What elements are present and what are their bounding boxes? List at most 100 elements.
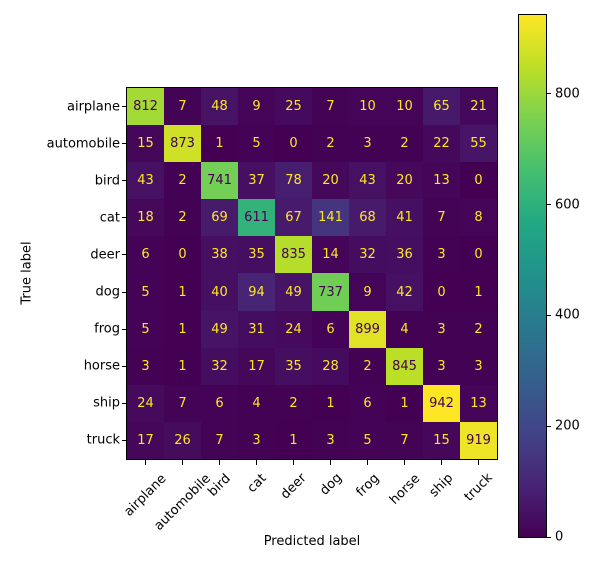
matrix-cell-horse-deer: 35 [275, 347, 312, 385]
matrix-cell-bird-horse: 20 [386, 162, 423, 200]
matrix-cell-horse-horse: 845 [386, 347, 423, 385]
x-axis-label: Predicted label [263, 534, 361, 549]
matrix-cell-truck-automobile: 26 [164, 421, 201, 459]
matrix-cell-automobile-deer: 0 [275, 125, 312, 163]
matrix-cell-frog-truck: 2 [460, 310, 497, 348]
matrix-cell-automobile-airplane: 15 [127, 125, 164, 163]
matrix-cell-frog-dog: 6 [312, 310, 349, 348]
matrix-cell-frog-bird: 49 [201, 310, 238, 348]
x-tick-label-ship: ship [426, 471, 457, 501]
matrix-cell-truck-bird: 7 [201, 421, 238, 459]
matrix-cell-cat-automobile: 2 [164, 199, 201, 237]
matrix-cell-dog-ship: 0 [423, 273, 460, 311]
colorbar [518, 14, 547, 538]
x-tick-label-truck: truck [461, 470, 496, 506]
x-tick-mark [145, 460, 146, 465]
matrix-cell-truck-frog: 5 [349, 421, 386, 459]
matrix-cell-truck-truck: 919 [460, 421, 497, 459]
colorbar-tick-mark [547, 204, 551, 206]
matrix-cell-truck-horse: 7 [386, 421, 423, 459]
matrix-cell-ship-dog: 1 [312, 384, 349, 422]
y-tick-mark [122, 439, 127, 441]
matrix-cell-horse-dog: 28 [312, 347, 349, 385]
x-tick-mark [404, 460, 405, 465]
matrix-cell-horse-ship: 3 [423, 347, 460, 385]
heatmap-axes: 812 7 48 9 25 7 10 10 65 21 15 873 1 5 0 2 3 2 22 55 43 2 741 3… [126, 87, 498, 460]
matrix-cell-airplane-airplane: 812 [127, 88, 164, 126]
colorbar-tick-mark [547, 425, 551, 427]
matrix-cell-bird-ship: 13 [423, 162, 460, 200]
x-tick-mark [256, 460, 257, 465]
matrix-cell-cat-airplane: 18 [127, 199, 164, 237]
matrix-cell-bird-airplane: 43 [127, 162, 164, 200]
x-tick-mark [219, 460, 220, 465]
matrix-cell-cat-dog: 141 [312, 199, 349, 237]
matrix-cell-horse-bird: 32 [201, 347, 238, 385]
matrix-cell-bird-truck: 0 [460, 162, 497, 200]
matrix-cell-dog-cat: 94 [238, 273, 275, 311]
matrix-cell-airplane-deer: 25 [275, 88, 312, 126]
matrix-cell-dog-deer: 49 [275, 273, 312, 311]
matrix-cell-ship-deer: 2 [275, 384, 312, 422]
y-tick-mark [122, 328, 127, 330]
matrix-cell-automobile-dog: 2 [312, 125, 349, 163]
matrix-cell-truck-cat: 3 [238, 421, 275, 459]
colorbar-tick-label: 600 [555, 197, 580, 213]
matrix-cell-truck-airplane: 17 [127, 421, 164, 459]
matrix-cell-dog-airplane: 5 [127, 273, 164, 311]
y-tick-mark [122, 254, 127, 256]
matrix-cell-ship-automobile: 7 [164, 384, 201, 422]
y-tick-label-truck: truck [86, 432, 120, 448]
colorbar-tick-mark [547, 314, 551, 316]
matrix-cell-truck-ship: 15 [423, 421, 460, 459]
y-tick-mark [122, 106, 127, 108]
x-tick-label-horse: horse [386, 470, 423, 508]
y-tick-label-deer: deer [90, 247, 120, 263]
matrix-cell-bird-cat: 37 [238, 162, 275, 200]
matrix-cell-airplane-dog: 7 [312, 88, 349, 126]
matrix-cell-dog-dog: 737 [312, 273, 349, 311]
matrix-cell-cat-ship: 7 [423, 199, 460, 237]
matrix-cell-automobile-cat: 5 [238, 125, 275, 163]
matrix-cell-bird-frog: 43 [349, 162, 386, 200]
matrix-cell-ship-airplane: 24 [127, 384, 164, 422]
matrix-cell-automobile-truck: 55 [460, 125, 497, 163]
matrix-cell-airplane-horse: 10 [386, 88, 423, 126]
x-tick-label-cat: cat [244, 470, 270, 496]
matrix-cell-airplane-ship: 65 [423, 88, 460, 126]
matrix-cell-cat-cat: 611 [238, 199, 275, 237]
colorbar-tick-label: 200 [555, 418, 580, 434]
colorbar-tick-label: 400 [555, 307, 580, 323]
x-tick-mark [182, 460, 183, 465]
y-tick-label-bird: bird [94, 173, 120, 189]
matrix-cell-cat-deer: 67 [275, 199, 312, 237]
x-tick-mark [293, 460, 294, 465]
matrix-cell-deer-frog: 32 [349, 236, 386, 274]
x-tick-label-bird: bird [205, 470, 234, 500]
matrix-cell-automobile-ship: 22 [423, 125, 460, 163]
matrix-cell-dog-truck: 1 [460, 273, 497, 311]
matrix-cell-ship-ship: 942 [423, 384, 460, 422]
matrix-cell-bird-automobile: 2 [164, 162, 201, 200]
matrix-cell-frog-horse: 4 [386, 310, 423, 348]
matrix-cell-deer-bird: 38 [201, 236, 238, 274]
matrix-cell-cat-truck: 8 [460, 199, 497, 237]
x-tick-mark [441, 460, 442, 465]
y-tick-label-horse: horse [83, 358, 120, 374]
matrix-cell-automobile-horse: 2 [386, 125, 423, 163]
matrix-cell-frog-frog: 899 [349, 310, 386, 348]
y-tick-mark [122, 180, 127, 182]
matrix-cell-automobile-frog: 3 [349, 125, 386, 163]
matrix-cell-frog-cat: 31 [238, 310, 275, 348]
matrix-cell-ship-frog: 6 [349, 384, 386, 422]
matrix-cell-deer-automobile: 0 [164, 236, 201, 274]
y-tick-label-dog: dog [95, 284, 120, 300]
y-tick-mark [122, 402, 127, 404]
matrix-cell-ship-cat: 4 [238, 384, 275, 422]
matrix-cell-airplane-truck: 21 [460, 88, 497, 126]
matrix-cell-airplane-frog: 10 [349, 88, 386, 126]
matrix-cell-cat-frog: 68 [349, 199, 386, 237]
colorbar-tick-label: 0 [555, 529, 564, 545]
x-tick-mark [330, 460, 331, 465]
matrix-cell-bird-deer: 78 [275, 162, 312, 200]
